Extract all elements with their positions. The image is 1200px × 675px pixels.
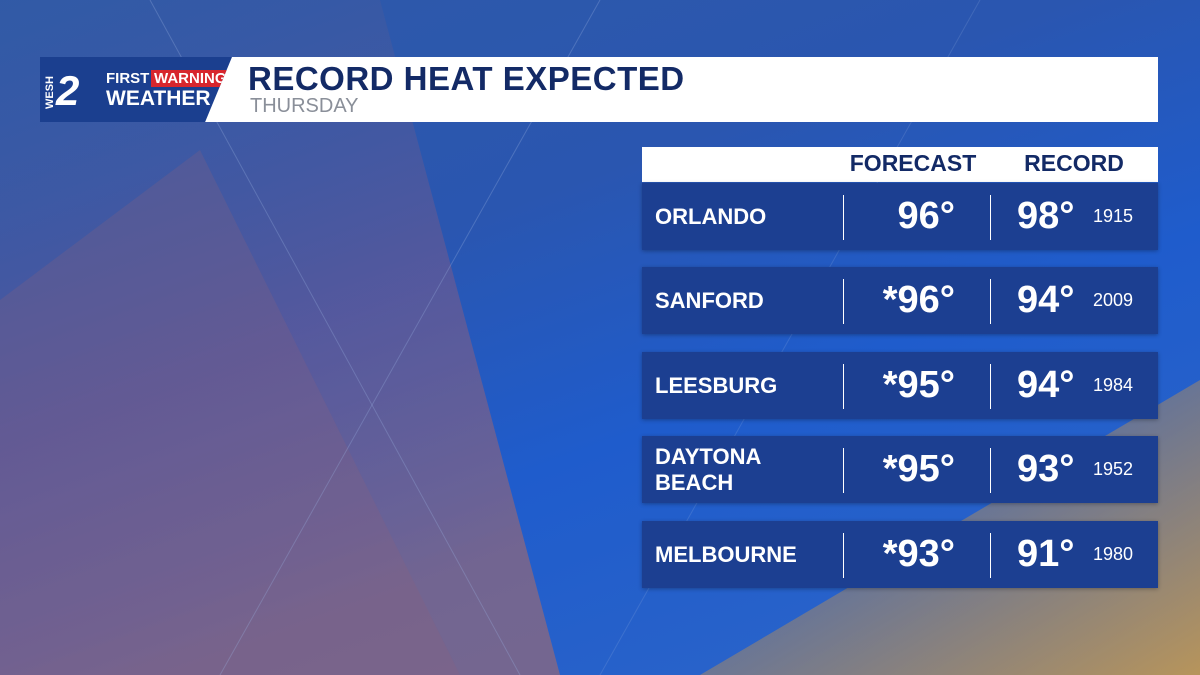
logo-station: WESH	[44, 76, 56, 109]
column-header: FORECAST	[849, 150, 977, 176]
logo: WESH 2 FIRST WARNING WEATHER	[40, 57, 232, 122]
divider	[990, 279, 991, 324]
table-header	[642, 147, 1158, 182]
divider	[990, 533, 991, 578]
record-year: 1984	[1093, 375, 1134, 395]
forecast: *95°	[882, 364, 955, 406]
logo-line2: WEATHER	[106, 87, 211, 110]
city: MELBOURNE	[655, 541, 797, 567]
divider	[990, 448, 991, 493]
record: 91°	[1017, 533, 1075, 575]
record: 98°	[1017, 195, 1075, 237]
divider	[843, 448, 844, 493]
logo-line1b: WARNING	[151, 70, 230, 87]
table-row: LEESBURG *95° 94° 1984	[642, 352, 1158, 419]
record: 93°	[1017, 448, 1075, 490]
divider	[843, 533, 844, 578]
record-year: 1915	[1093, 206, 1134, 226]
logo-line1a: FIRST	[106, 70, 150, 87]
divider	[843, 195, 844, 240]
column-header: RECORD	[1024, 150, 1124, 176]
divider	[990, 364, 991, 409]
table-row: SANFORD *96° 94° 2009	[642, 267, 1158, 334]
table-row: ORLANDO 96° 98° 1915	[642, 183, 1158, 250]
city: SANFORD	[655, 287, 764, 313]
city: LEESBURG	[655, 372, 778, 398]
forecast: *96°	[882, 279, 955, 321]
title: RECORD HEAT EXPECTED	[248, 60, 685, 97]
record-year: 2009	[1093, 290, 1134, 310]
divider	[990, 195, 991, 240]
forecast: *95°	[882, 448, 955, 490]
forecast: 96°	[897, 195, 955, 237]
table-row: MELBOURNE *93° 91° 1980	[642, 521, 1158, 588]
city: ORLANDO	[655, 203, 767, 229]
city: DAYTONA BEACH	[655, 443, 761, 495]
subtitle: THURSDAY	[250, 95, 359, 117]
record-year: 1980	[1093, 544, 1134, 564]
forecast: *93°	[882, 533, 955, 575]
divider	[843, 364, 844, 409]
logo-channel: 2	[56, 67, 80, 114]
record: 94°	[1017, 364, 1075, 406]
record-year: 1952	[1093, 459, 1134, 479]
divider	[843, 279, 844, 324]
table-row: DAYTONA BEACH *95° 93° 1952	[642, 436, 1158, 503]
record: 94°	[1017, 279, 1075, 321]
